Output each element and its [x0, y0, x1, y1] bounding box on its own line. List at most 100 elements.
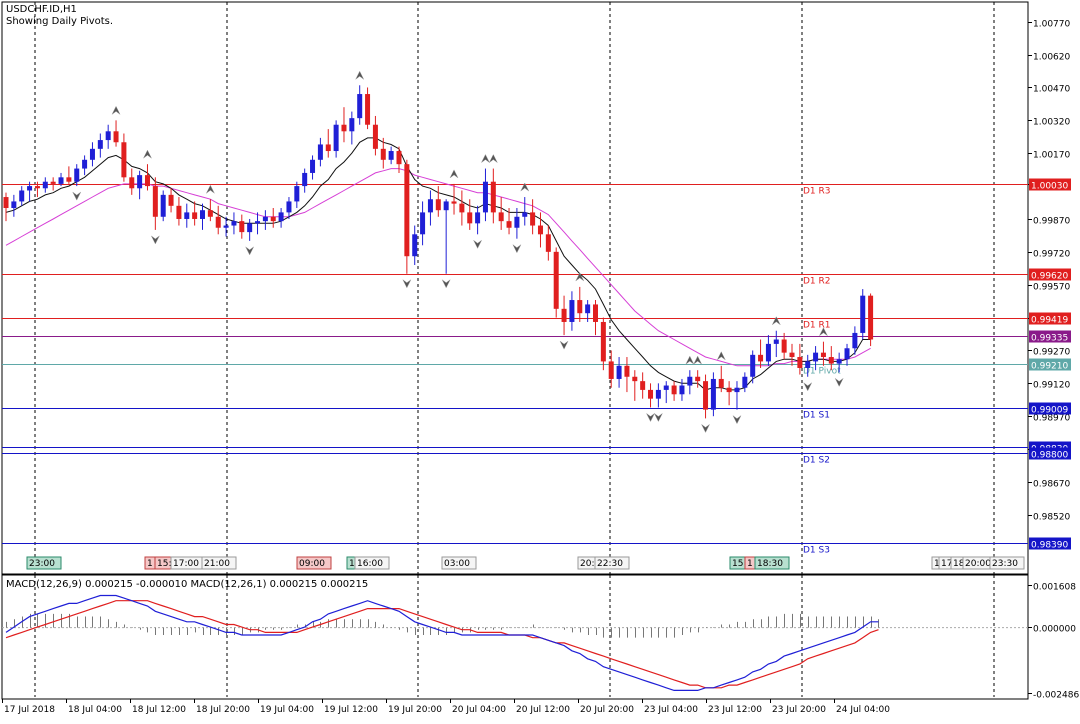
fractal-up-62 [489, 153, 498, 163]
candle-body-13 [105, 131, 111, 141]
pivot-tag-2: 0.99419 [1031, 316, 1068, 326]
candle-body-105 [828, 357, 834, 364]
candle-body-82 [648, 389, 654, 399]
candle-body-11 [89, 148, 95, 160]
candle-body-70 [553, 251, 559, 309]
fractal-down-102 [803, 382, 812, 392]
candle-body-94 [742, 376, 748, 388]
fractal-up-98 [772, 316, 781, 325]
candle-body-46 [365, 94, 371, 125]
time-marker-3: 17:00 [173, 559, 199, 569]
time-marker-bg-4 [201, 556, 237, 570]
candle-body-86 [679, 385, 685, 395]
pivot-tag-0: 1.00030 [1031, 182, 1068, 192]
candle-body-87 [687, 376, 693, 386]
candle-body-1 [11, 201, 17, 209]
pivot-tag-bg-7 [1029, 447, 1071, 460]
time-marker-17: 20:00 [965, 559, 991, 569]
candle-body-68 [537, 225, 543, 235]
pivot-subtitle: Showing Daily Pivots. [6, 16, 113, 27]
candle-body-104 [820, 352, 826, 358]
candle-body-98 [773, 339, 779, 344]
time-label-3: 18 Jul 20:00 [196, 705, 250, 715]
candle-body-58 [459, 203, 465, 213]
price-tick-11: 0.99120 [1033, 381, 1070, 391]
candle-body-50 [396, 151, 402, 165]
price-tick-0: 1.00770 [1033, 20, 1070, 30]
fractal-arrows [72, 70, 844, 433]
candle-body-25 [200, 210, 205, 219]
time-marker-12: 1 [747, 559, 753, 569]
candle-body-52 [412, 234, 418, 257]
time-marker-14: 1 [934, 559, 940, 569]
macd-main-line [5, 594, 879, 692]
time-label-11: 23 Jul 12:00 [708, 705, 762, 715]
candle-body-71 [561, 308, 567, 322]
candle-body-23 [184, 212, 190, 219]
candle-body-40 [317, 144, 323, 160]
time-marker-0: 23:00 [29, 559, 55, 569]
candle-body-6 [50, 181, 56, 184]
time-marker-bg-0 [26, 556, 62, 570]
candle-body-74 [585, 304, 591, 314]
pivot-tag-bg-4 [1029, 358, 1071, 371]
candle-body-35 [278, 212, 284, 222]
time-label-1: 18 Jul 04:00 [68, 705, 122, 715]
price-tick-2: 1.00470 [1033, 85, 1070, 95]
candle-body-31 [247, 223, 253, 233]
fractal-down-51 [402, 279, 412, 289]
candle-body-60 [475, 212, 481, 224]
price-tick-12: 0.98970 [1033, 414, 1070, 424]
pivot-label-7: D1 S2 [803, 456, 830, 466]
macd-tick-0: 0.001608 [1033, 583, 1076, 593]
candle-body-17 [137, 175, 143, 189]
time-label-7: 20 Jul 04:00 [452, 705, 506, 715]
macd-tick-1: 0.000000 [1033, 625, 1076, 635]
candle-body-0 [3, 197, 9, 209]
candle-body-67 [530, 212, 536, 226]
fractal-down-83 [654, 413, 663, 423]
candle-body-93 [734, 387, 740, 393]
time-marker-6: 1 [349, 559, 355, 569]
fractal-down-19 [151, 235, 160, 245]
candle-body-24 [192, 212, 198, 219]
macd-indicator [2, 594, 1028, 692]
slow-ma-line [5, 168, 871, 367]
price-tick-3: 1.00320 [1033, 118, 1070, 128]
fractal-down-31 [245, 246, 254, 256]
candle-body-103 [813, 352, 819, 362]
fractal-down-56 [441, 279, 451, 289]
price-tick-15: 0.98520 [1033, 513, 1070, 523]
pivot-tag-1: 0.99620 [1031, 272, 1068, 282]
candle-body-56 [443, 201, 449, 211]
candle-body-45 [357, 94, 363, 119]
price-tick-1: 1.00620 [1033, 53, 1070, 63]
fractal-up-26 [206, 184, 215, 194]
pivot-lines: D1 R3 D1 R2 D1 R1 D1 Pivot D1 S1 D1 S2 D1 S3 [2, 184, 1028, 556]
time-marker-5: 09:00 [299, 559, 325, 569]
time-marker-1: 1 [147, 559, 153, 569]
time-label-13: 24 Jul 04:00 [836, 705, 890, 715]
candle-body-3 [27, 186, 33, 191]
time-label-12: 23 Jul 20:00 [772, 705, 826, 715]
session-separators [34, 2, 995, 697]
pivot-label-2: D1 R1 [803, 321, 831, 331]
macd-title: MACD(12,26,9) 0.000215 -0.000010 MACD(12… [6, 579, 368, 590]
time-marker-10: 22:30 [597, 559, 623, 569]
candle-body-88 [695, 376, 701, 382]
time-marker-16: 18 [953, 559, 965, 569]
candle-body-83 [655, 389, 661, 399]
candle-body-10 [82, 159, 88, 169]
candle-body-106 [836, 359, 842, 364]
time-markers: 23:00 1 15: 17:00 21:00 09:00 1 16:00 03:00 20: 22… [26, 556, 1025, 570]
candle-body-97 [765, 343, 771, 362]
candle-body-59 [467, 212, 473, 224]
candle-body-75 [593, 304, 598, 322]
candle-body-102 [805, 361, 811, 368]
time-marker-15: 17 [941, 559, 952, 569]
candle-body-18 [144, 175, 150, 187]
pivot-tag-8: 0.98390 [1031, 541, 1068, 551]
candle-body-89 [703, 381, 709, 410]
